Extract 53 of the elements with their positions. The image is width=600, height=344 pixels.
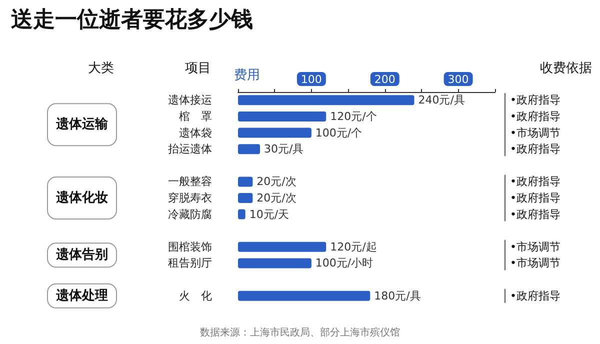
y-tick-label: 遗体袋: [179, 126, 212, 140]
text: •政府指导: [510, 94, 560, 107]
text: 遗体处理: [55, 288, 108, 304]
y-tick-label: 火 化: [179, 289, 212, 302]
text: •政府指导: [510, 289, 560, 302]
data-label: 20元/次: [256, 175, 296, 188]
text: •市场调节: [510, 256, 560, 270]
chart-title: 送走一位逝者要花多少钱: [11, 8, 253, 32]
bar: [238, 111, 326, 122]
data-label: 20元/次: [256, 192, 296, 204]
text: 项目: [185, 61, 211, 76]
y-tick-label: 租告别厅: [168, 256, 212, 270]
text: •政府指导: [510, 208, 560, 221]
bar: [238, 144, 260, 154]
text: 遗体化妆: [55, 190, 108, 206]
y-tick-label: 穿脱寿衣: [168, 192, 212, 204]
bar: [238, 95, 414, 106]
bar: [238, 290, 370, 301]
text: •政府指导: [510, 192, 560, 204]
data-label: 100元/小时: [315, 256, 374, 270]
data-label: 10元/天: [249, 208, 290, 221]
text: •市场调节: [510, 240, 560, 254]
y-tick-label: 遗体接运: [168, 94, 212, 107]
data-label: 180元/具: [374, 289, 421, 302]
y-tick-label: 冷藏防腐: [168, 208, 212, 221]
text: •政府指导: [510, 142, 560, 156]
bar: [238, 258, 312, 268]
y-tick-label: 棺 罩: [179, 110, 212, 123]
text: 大类: [88, 61, 114, 76]
data-label: 30元/具: [264, 142, 304, 156]
x-tick-label: 100: [300, 73, 322, 86]
bar: [238, 176, 253, 187]
x-axis-title: 费用: [234, 68, 260, 83]
text: 遗体运输: [55, 116, 109, 132]
bar: [238, 242, 326, 252]
y-tick-label: 围棺装饰: [168, 240, 212, 254]
x-tick-label: 200: [374, 73, 396, 86]
text: •市场调节: [510, 126, 560, 140]
bar: [238, 193, 253, 203]
bar: [238, 209, 246, 220]
y-tick-label: 抬运遗体: [168, 142, 212, 156]
data-label: 120元/起: [330, 240, 377, 254]
text: •政府指导: [510, 110, 560, 123]
text: 遗体告别: [55, 246, 108, 263]
data-label: 240元/具: [418, 94, 465, 107]
data-label: 100元/个: [315, 126, 362, 140]
data-label: 120元/个: [330, 110, 377, 123]
x-tick-label: 300: [448, 73, 469, 86]
source-note: 数据来源：上海市民政局、部分上海市殡仪馆: [200, 326, 400, 338]
y-tick-label: 一般整容: [168, 175, 212, 188]
bar: [238, 128, 312, 138]
text: 收费依据: [540, 61, 592, 76]
text: •政府指导: [510, 175, 560, 188]
